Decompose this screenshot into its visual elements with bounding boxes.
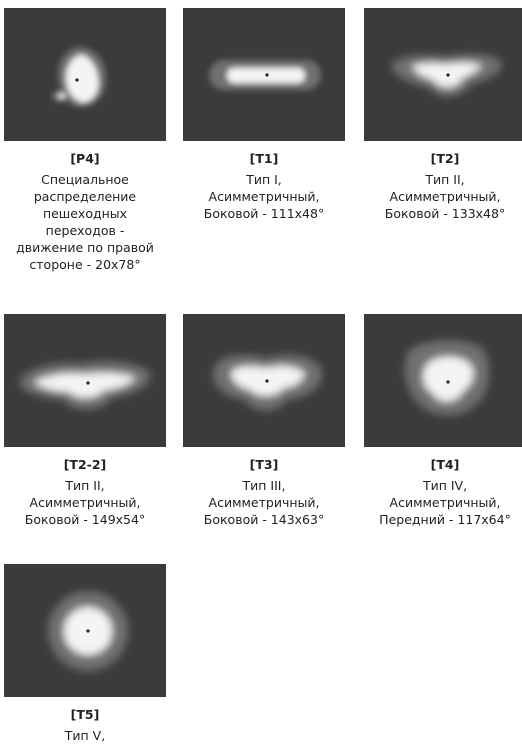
distribution-card[interactable]: [T3] Тип III, Асимметричный, Боковой - 1… — [179, 314, 349, 528]
distribution-description: Тип II, Асимметричный, Боковой - 149x54° — [24, 478, 146, 527]
distribution-code: [P4] — [70, 151, 100, 166]
distribution-code: [T4] — [430, 457, 460, 472]
distribution-description: Специальное распределение пешеходных пер… — [16, 172, 154, 272]
distribution-code: [T1] — [249, 151, 279, 166]
distribution-description: Тип II, Асимметричный, Боковой - 133x48° — [384, 172, 506, 221]
distribution-card[interactable]: [T2] Тип II, Асимметричный, Боковой - 13… — [360, 8, 522, 222]
distribution-thumbnail-t5 — [4, 564, 166, 697]
distribution-description: Тип I, Асимметричный, Боковой - 111x48° — [203, 172, 325, 221]
distribution-description: Тип V, — [64, 728, 106, 743]
distribution-thumbnail-t3 — [183, 314, 345, 447]
distribution-card[interactable]: [T2-2] Тип II, Асимметричный, Боковой - … — [0, 314, 170, 528]
distribution-code: [T2] — [430, 151, 460, 166]
distribution-thumbnail-t2 — [364, 8, 522, 141]
distribution-description: Тип IV, Асимметричный, Передний - 117x64… — [379, 478, 511, 527]
distribution-thumbnail-t1 — [183, 8, 345, 141]
distribution-thumbnail-t2-2 — [4, 314, 166, 447]
distribution-description: Тип III, Асимметричный, Боковой - 143x63… — [203, 478, 325, 527]
distribution-thumbnail-p4 — [4, 8, 166, 141]
distribution-card[interactable]: [P4] Специальное распределение пешеходны… — [0, 8, 170, 273]
distribution-code: [T3] — [249, 457, 279, 472]
distribution-card[interactable]: [T1] Тип I, Асимметричный, Боковой - 111… — [179, 8, 349, 222]
distribution-card[interactable]: [T5] Тип V, — [0, 564, 170, 744]
distribution-thumbnail-t4 — [364, 314, 522, 447]
distribution-code: [T5] — [70, 707, 100, 722]
distribution-code: [T2-2] — [63, 457, 107, 472]
distribution-card[interactable]: [T4] Тип IV, Асимметричный, Передний - 1… — [360, 314, 522, 528]
